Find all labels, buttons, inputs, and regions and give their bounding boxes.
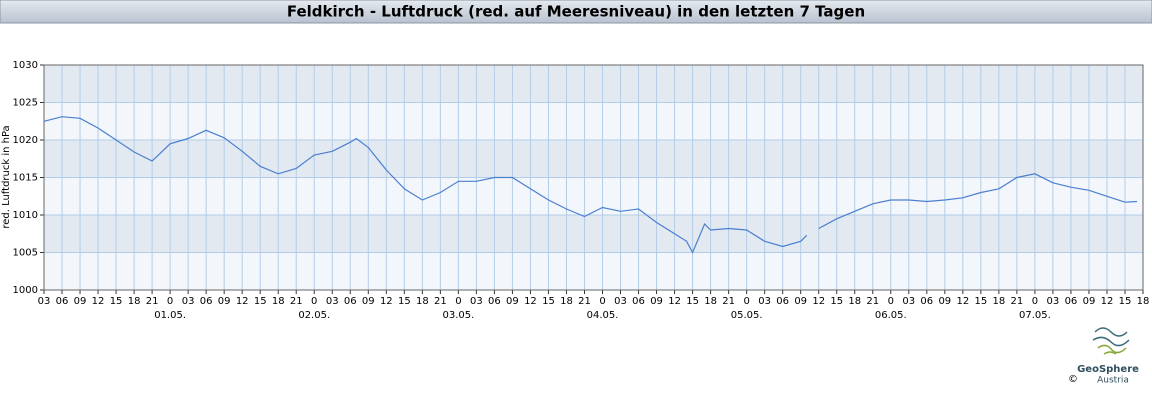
- x-tick-label: 21: [146, 296, 159, 307]
- x-tick-label: 18: [848, 296, 861, 307]
- x-tick-label: 12: [812, 296, 825, 307]
- x-tick-label: 0: [167, 296, 173, 307]
- x-tick-label: 09: [218, 296, 231, 307]
- x-tick-label: 18: [1137, 296, 1150, 307]
- title-bar: [0, 0, 1152, 24]
- x-tick-label: 03: [758, 296, 771, 307]
- x-tick-label: 12: [380, 296, 393, 307]
- x-tick-label: 15: [542, 296, 555, 307]
- x-tick-label: 18: [128, 296, 141, 307]
- x-tick-label: 15: [974, 296, 987, 307]
- x-tick-label: 12: [956, 296, 969, 307]
- date-label: 05.05.: [731, 310, 763, 321]
- grid-band: [44, 140, 1143, 178]
- x-tick-label: 0: [599, 296, 605, 307]
- x-tick-label: 09: [74, 296, 87, 307]
- x-tick-label: 12: [92, 296, 105, 307]
- x-tick-label: 18: [560, 296, 573, 307]
- y-axis-label: red. Luftdruck in hPa: [1, 125, 12, 228]
- plot-area: 03 06 09 12 15 18 21 0 03 06 09 12 15 18 21 0 03 06 09 12 15…: [13, 60, 1150, 321]
- y-tick-label: 1015: [13, 173, 38, 184]
- x-tick-label: 18: [704, 296, 717, 307]
- data-line: [43, 116, 1138, 254]
- x-tick-label: 21: [290, 296, 303, 307]
- plot-frame: [43, 64, 1144, 291]
- grid-band: [44, 65, 1143, 103]
- x-tick-label: 06: [344, 296, 357, 307]
- x-tick-label: 12: [524, 296, 537, 307]
- date-label: 02.05.: [298, 310, 330, 321]
- grid-band: [44, 215, 1143, 253]
- x-tick-label: 09: [506, 296, 519, 307]
- y-tick-label: 1010: [13, 210, 38, 221]
- x-tick-label: 21: [722, 296, 735, 307]
- x-tick-label: 06: [200, 296, 213, 307]
- x-tick-label: 21: [1011, 296, 1024, 307]
- x-tick-label: 06: [488, 296, 501, 307]
- y-tick-label: 1025: [13, 98, 38, 109]
- chart-title: Feldkirch - Luftdruck (red. auf Meeresni…: [287, 3, 865, 21]
- x-tick-label: 15: [1119, 296, 1132, 307]
- date-label: 01.05.: [154, 310, 186, 321]
- x-tick-label: 06: [776, 296, 789, 307]
- x-tick-label: 03: [1047, 296, 1060, 307]
- grid-band: [44, 177, 1143, 215]
- x-tick-label: 18: [993, 296, 1006, 307]
- date-label: 04.05.: [587, 310, 619, 321]
- x-tick-label: 03: [470, 296, 483, 307]
- grid-band: [44, 102, 1143, 140]
- x-tick-label: 06: [632, 296, 645, 307]
- x-tick-label: 09: [650, 296, 663, 307]
- x-tick-label: 06: [920, 296, 933, 307]
- x-tick-label: 18: [272, 296, 285, 307]
- y-tick-label: 1005: [13, 248, 38, 259]
- x-tick-label: 0: [455, 296, 461, 307]
- date-label: 06.05.: [875, 310, 907, 321]
- brand: GeoSphere: [1077, 364, 1139, 375]
- x-tick-label: 09: [1083, 296, 1096, 307]
- y-tick-label: 1000: [13, 285, 38, 296]
- copyright: ©: [1068, 374, 1078, 385]
- y-tick-label: 1030: [13, 60, 38, 71]
- x-tick-label: 21: [866, 296, 879, 307]
- x-tick-label: 09: [938, 296, 951, 307]
- x-tick-label: 15: [686, 296, 699, 307]
- x-tick-label: 03: [902, 296, 915, 307]
- logo: [1092, 327, 1130, 355]
- x-tick-label: 18: [416, 296, 429, 307]
- brand-sub: Austria: [1097, 376, 1129, 386]
- x-tick-label: 03: [182, 296, 195, 307]
- grid-band: [44, 252, 1143, 290]
- x-tick-label: 0: [743, 296, 749, 307]
- date-label: 03.05.: [442, 310, 474, 321]
- x-tick-label: 09: [362, 296, 375, 307]
- x-tick-label: 0: [888, 296, 894, 307]
- x-tick-label: 12: [668, 296, 681, 307]
- x-tick-label: 15: [110, 296, 123, 307]
- x-tick-label: 03: [614, 296, 627, 307]
- x-tick-label: 06: [56, 296, 69, 307]
- x-tick-label: 15: [254, 296, 267, 307]
- x-tick-label: 12: [1101, 296, 1114, 307]
- x-tick-label: 21: [578, 296, 591, 307]
- x-tick-label: 03: [38, 296, 51, 307]
- date-label: 07.05.: [1019, 310, 1051, 321]
- x-tick-label: 06: [1065, 296, 1078, 307]
- y-tick-label: 1020: [13, 135, 38, 146]
- x-tick-label: 21: [434, 296, 447, 307]
- x-tick-label: 0: [1032, 296, 1038, 307]
- x-tick-label: 15: [398, 296, 411, 307]
- x-tick-label: 03: [326, 296, 339, 307]
- x-tick-label: 0: [311, 296, 317, 307]
- x-tick-label: 12: [236, 296, 249, 307]
- x-tick-label: 15: [830, 296, 843, 307]
- x-tick-label: 09: [794, 296, 807, 307]
